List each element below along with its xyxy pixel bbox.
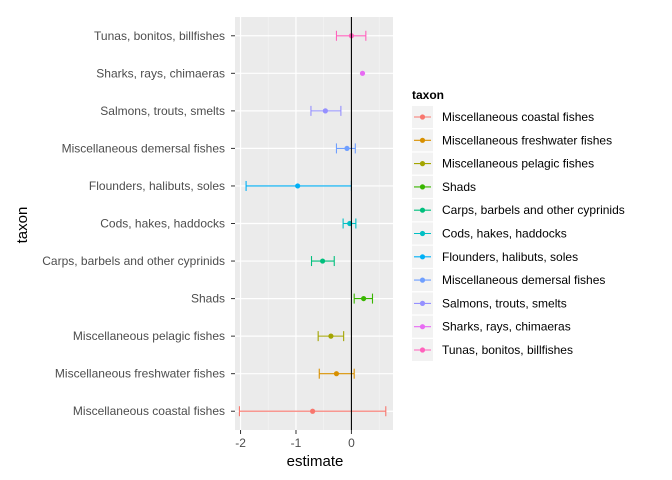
data-point bbox=[328, 333, 334, 339]
legend-item: Shads bbox=[412, 175, 476, 198]
legend-key-point bbox=[419, 137, 426, 143]
data-point bbox=[310, 408, 316, 414]
y-tick-label: Carps, barbels and other cyprinids bbox=[42, 254, 225, 268]
x-tick-label: -2 bbox=[235, 436, 246, 450]
x-axis-title: estimate bbox=[287, 453, 344, 470]
legend-key-point bbox=[419, 277, 426, 283]
y-tick-label: Miscellaneous pelagic fishes bbox=[73, 329, 225, 343]
legend-key-point bbox=[419, 114, 426, 120]
y-tick-label: Salmons, trouts, smelts bbox=[100, 104, 225, 118]
series-group bbox=[353, 293, 374, 304]
legend-item: Miscellaneous demersal fishes bbox=[412, 269, 605, 292]
legend-label: Miscellaneous demersal fishes bbox=[442, 273, 605, 287]
legend-item: Sharks, rays, chimaeras bbox=[412, 315, 571, 338]
y-tick-label: Shads bbox=[191, 292, 225, 306]
legend-item: Carps, barbels and other cyprinids bbox=[412, 199, 625, 222]
legend-key-point bbox=[419, 161, 426, 167]
legend-item: Miscellaneous freshwater fishes bbox=[412, 129, 612, 152]
data-point bbox=[295, 183, 301, 189]
legend-label: Miscellaneous coastal fishes bbox=[442, 110, 594, 124]
y-tick-label: Tunas, bonitos, billfishes bbox=[94, 29, 225, 43]
legend-label: Carps, barbels and other cyprinids bbox=[442, 203, 625, 217]
x-tick-label: -1 bbox=[291, 436, 302, 450]
legend-key-point bbox=[419, 347, 426, 353]
legend-key-point bbox=[419, 324, 426, 330]
series-group bbox=[318, 368, 355, 379]
legend-key-point bbox=[419, 230, 426, 237]
plot-area: Miscellaneous coastal fishes Miscellaneou… bbox=[42, 17, 393, 450]
legend-label: Miscellaneous freshwater fishes bbox=[442, 133, 612, 147]
data-point bbox=[333, 371, 340, 377]
y-tick-label: Miscellaneous demersal fishes bbox=[62, 141, 225, 155]
legend-key-point bbox=[419, 184, 426, 190]
legend-key-point bbox=[419, 254, 426, 260]
data-point bbox=[359, 70, 366, 76]
data-point bbox=[319, 258, 326, 264]
legend-label: Sharks, rays, chimaeras bbox=[442, 320, 571, 334]
data-point bbox=[361, 295, 367, 302]
y-tick-label: Miscellaneous coastal fishes bbox=[73, 404, 225, 418]
y-tick-label: Miscellaneous freshwater fishes bbox=[55, 367, 225, 381]
legend-label: Salmons, trouts, smelts bbox=[442, 296, 567, 310]
y-tick-label: Sharks, rays, chimaeras bbox=[96, 66, 225, 80]
y-axis-title: taxon bbox=[14, 207, 31, 244]
y-tick-label: Cods, hakes, haddocks bbox=[100, 217, 225, 231]
data-point bbox=[322, 108, 328, 114]
legend-item: Miscellaneous pelagic fishes bbox=[412, 152, 594, 175]
y-tick-label: Flounders, halibuts, soles bbox=[89, 179, 225, 193]
legend-key-point bbox=[419, 300, 426, 306]
legend-title: taxon bbox=[412, 88, 444, 102]
series-group bbox=[359, 70, 366, 76]
legend-item: Miscellaneous coastal fishes bbox=[412, 106, 594, 128]
legend-label: Tunas, bonitos, billfishes bbox=[442, 343, 573, 357]
legend: Miscellaneous coastal fishes Miscellaneou… bbox=[412, 106, 625, 361]
series-group bbox=[238, 406, 387, 417]
series-group bbox=[317, 331, 345, 342]
legend-item: Flounders, halibuts, soles bbox=[412, 245, 578, 268]
legend-label: Shads bbox=[442, 180, 476, 194]
series-group bbox=[310, 256, 335, 267]
x-tick-label: 0 bbox=[348, 436, 355, 450]
legend-key-point bbox=[419, 207, 426, 213]
legend-item: Cods, hakes, haddocks bbox=[412, 222, 567, 245]
legend-item: Salmons, trouts, smelts bbox=[412, 292, 567, 315]
legend-item: Tunas, bonitos, billfishes bbox=[412, 339, 573, 361]
legend-label: Cods, hakes, haddocks bbox=[442, 227, 567, 241]
series-group bbox=[310, 105, 342, 116]
legend-label: Flounders, halibuts, soles bbox=[442, 250, 578, 264]
data-point bbox=[344, 145, 350, 152]
legend-label: Miscellaneous pelagic fishes bbox=[442, 157, 594, 171]
series-group bbox=[335, 143, 356, 154]
